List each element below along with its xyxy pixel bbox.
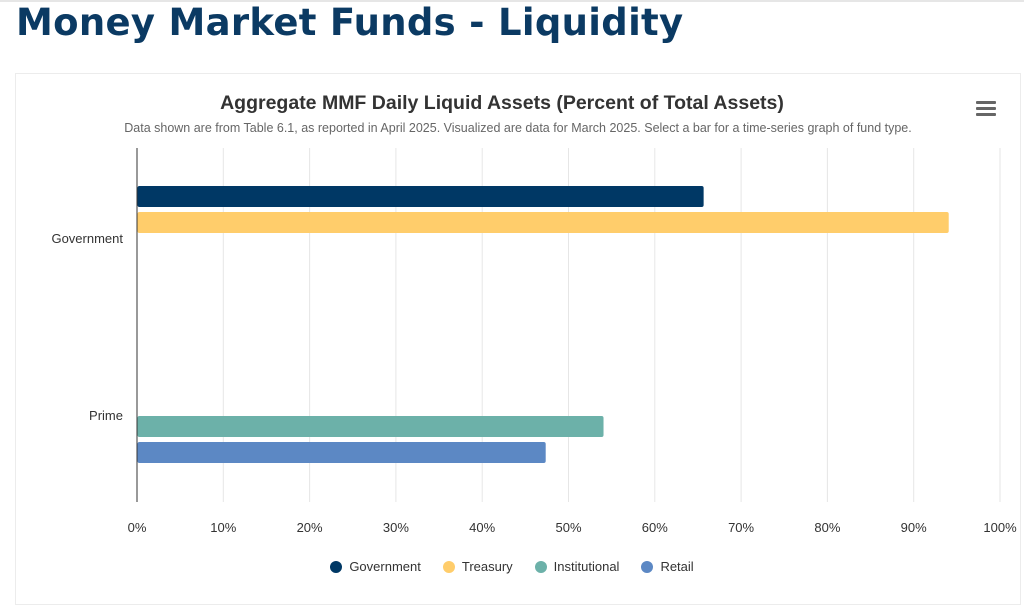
x-tick-label: 90% [900, 520, 927, 535]
y-axis-label: Prime [89, 408, 123, 423]
bar-institutional[interactable] [137, 416, 604, 437]
menu-line [976, 107, 996, 110]
top-border [0, 0, 1024, 2]
hamburger-menu-icon[interactable] [976, 101, 996, 117]
x-tick-label: 100% [983, 520, 1017, 535]
chart-plot-area [136, 148, 1001, 502]
bar-retail[interactable] [137, 442, 546, 463]
x-tick-label: 70% [728, 520, 755, 535]
legend-marker-icon [330, 560, 343, 573]
x-tick-label: 10% [210, 520, 237, 535]
x-tick-label: 60% [641, 520, 668, 535]
legend-marker-icon [534, 560, 547, 573]
legend-item-treasury[interactable]: Treasury [442, 559, 513, 574]
legend-item-retail[interactable]: Retail [641, 559, 694, 574]
legend-label: Institutional [553, 559, 620, 574]
menu-line [976, 113, 996, 116]
y-axis-label: Government [51, 231, 123, 246]
legend-label: Retail [660, 559, 694, 574]
chart-title: Aggregate MMF Daily Liquid Assets (Perce… [220, 92, 784, 114]
x-tick-label: 80% [814, 520, 841, 535]
x-tick-label: 0% [127, 520, 147, 535]
legend-marker-icon [442, 560, 455, 573]
bar-treasury[interactable] [137, 212, 949, 233]
x-tick-label: 30% [382, 520, 409, 535]
chart-subtitle: Data shown are from Table 6.1, as report… [124, 121, 912, 135]
legend-item-institutional[interactable]: Institutional [534, 559, 620, 574]
x-tick-label: 50% [555, 520, 582, 535]
menu-line [976, 101, 996, 104]
chart-card [15, 73, 1021, 605]
x-tick-label: 20% [296, 520, 323, 535]
legend-label: Government [349, 559, 421, 574]
x-tick-label: 40% [469, 520, 496, 535]
legend-item-government[interactable]: Government [330, 559, 421, 574]
bar-government[interactable] [137, 186, 704, 207]
chart-legend: Government Treasury Institutional Retail [0, 559, 1024, 574]
page-title: Money Market Funds - Liquidity [16, 1, 684, 44]
legend-label: Treasury [461, 559, 513, 574]
legend-marker-icon [641, 560, 654, 573]
